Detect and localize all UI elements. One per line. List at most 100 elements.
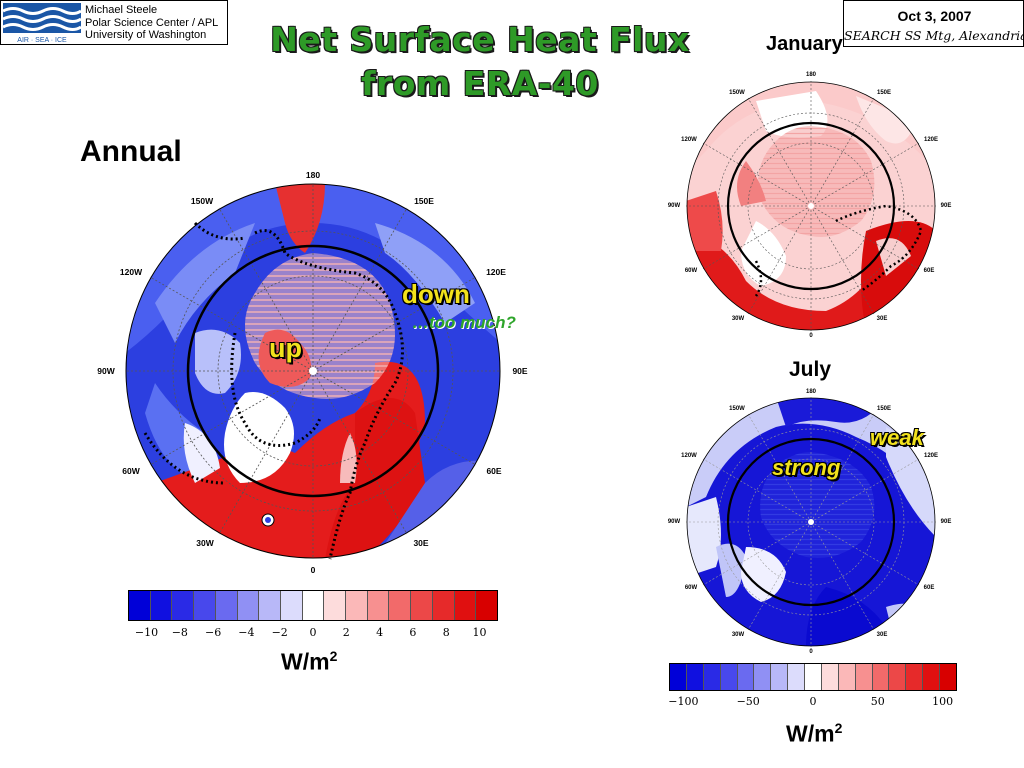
monthly-unit-exp: 2 bbox=[834, 720, 843, 736]
jan-lon-0: 0 bbox=[809, 333, 813, 339]
colorbar-tick-label: −8 bbox=[171, 626, 188, 639]
colorbar-swatch bbox=[821, 664, 839, 690]
colorbar-swatch bbox=[906, 664, 924, 690]
annual-label: Annual bbox=[80, 135, 182, 168]
colorbar-swatch bbox=[172, 591, 195, 620]
jan-lon-180: 180 bbox=[805, 72, 817, 78]
jul-lon-120e: 120E bbox=[923, 453, 939, 459]
annual-lon-90e: 90E bbox=[512, 366, 528, 376]
author-affiliation: Polar Science Center / APL bbox=[85, 16, 219, 29]
jan-lon-90w: 90W bbox=[667, 203, 681, 209]
colorbar-swatch bbox=[324, 591, 347, 620]
colorbar-tick-label: −100 bbox=[668, 695, 699, 708]
colorbar-tick-label: 0 bbox=[809, 695, 817, 708]
colorbar-swatch bbox=[389, 591, 412, 620]
colorbar-swatch bbox=[720, 664, 738, 690]
colorbar-swatch bbox=[855, 664, 873, 690]
jul-lon-60e: 60E bbox=[923, 585, 935, 591]
colorbar-tick-label: 100 bbox=[932, 695, 954, 708]
colorbar-swatch bbox=[432, 591, 455, 620]
jul-lon-30w: 30W bbox=[731, 632, 745, 638]
colorbar-swatch bbox=[367, 591, 390, 620]
jul-lon-90e: 90E bbox=[940, 519, 952, 525]
colorbar-swatch bbox=[215, 591, 238, 620]
colorbar-swatch bbox=[454, 591, 477, 620]
author-name: Michael Steele bbox=[85, 4, 158, 16]
colorbar-swatch bbox=[346, 591, 368, 620]
colorbar-tick-label: 4 bbox=[376, 626, 384, 639]
jul-lon-90w: 90W bbox=[667, 519, 681, 525]
jan-lon-120e: 120E bbox=[923, 137, 939, 143]
monthly-colorbar-ticks: −100 −50 0 50 100 bbox=[668, 695, 957, 709]
colorbar-swatch bbox=[788, 664, 805, 690]
annual-lon-120w: 120W bbox=[119, 267, 143, 277]
slide-title: Net Surface Heat Flux from ERA-40 bbox=[230, 18, 730, 106]
jan-lon-150e: 150E bbox=[876, 90, 892, 96]
colorbar-swatch bbox=[805, 664, 822, 690]
annual-colorbar-ticks: −10 −8 −6 −4 −2 0 2 4 6 8 10 bbox=[128, 626, 498, 640]
colorbar-swatch bbox=[302, 591, 325, 620]
jan-lon-60e: 60E bbox=[923, 268, 935, 274]
colorbar-swatch bbox=[838, 664, 856, 690]
january-polar-map bbox=[686, 81, 936, 331]
january-label: January bbox=[766, 33, 843, 55]
colorbar-swatch bbox=[737, 664, 755, 690]
colorbar-tick-label: 6 bbox=[409, 626, 417, 639]
annual-unit: W/m2 bbox=[281, 648, 337, 676]
colorbar-swatch bbox=[670, 664, 687, 690]
annual-lon-90w: 90W bbox=[97, 366, 115, 376]
jul-lon-150w: 150W bbox=[729, 406, 745, 412]
jan-lon-60w: 60W bbox=[684, 268, 698, 274]
colorbar-tick-label: −4 bbox=[238, 626, 255, 639]
colorbar-tick-label: 50 bbox=[870, 695, 885, 708]
jul-lon-180: 180 bbox=[805, 389, 817, 395]
author-university: University of Washington bbox=[85, 29, 207, 41]
colorbar-swatch bbox=[703, 664, 721, 690]
jul-lon-150e: 150E bbox=[876, 406, 892, 412]
jul-lon-60w: 60W bbox=[684, 585, 698, 591]
meeting-name: SEARCH SS Mtg, Alexandria, VA bbox=[844, 28, 1024, 43]
monthly-colorbar bbox=[669, 663, 957, 691]
jul-lon-0: 0 bbox=[809, 649, 813, 655]
annotation-down: down bbox=[402, 279, 470, 309]
colorbar-swatch bbox=[889, 664, 907, 690]
colorbar-swatch bbox=[150, 591, 173, 620]
colorbar-swatch bbox=[872, 664, 890, 690]
colorbar-swatch bbox=[686, 664, 704, 690]
colorbar-swatch bbox=[923, 664, 940, 690]
annotation-strong: strong bbox=[772, 455, 841, 480]
svg-text:AIR · SEA · ICE: AIR · SEA · ICE bbox=[17, 37, 67, 44]
colorbar-swatch bbox=[129, 591, 151, 620]
colorbar-swatch bbox=[280, 591, 303, 620]
annual-lon-120e: 120E bbox=[486, 267, 506, 277]
air-sea-ice-logo: AIR · SEA · ICE bbox=[3, 3, 81, 44]
title-line-1: Net Surface Heat Flux bbox=[270, 20, 690, 59]
colorbar-tick-label: 2 bbox=[342, 626, 350, 639]
jan-lon-120w: 120W bbox=[681, 137, 697, 143]
colorbar-tick-label: −10 bbox=[134, 626, 159, 639]
colorbar-swatch bbox=[754, 664, 772, 690]
annual-lon-0: 0 bbox=[310, 565, 316, 575]
colorbar-tick-label: −2 bbox=[271, 626, 288, 639]
colorbar-swatch bbox=[259, 591, 281, 620]
annual-lon-30e: 30E bbox=[413, 538, 429, 548]
colorbar-tick-label: −50 bbox=[736, 695, 760, 708]
date-meeting-box: Oct 3, 2007 SEARCH SS Mtg, Alexandria, V… bbox=[843, 0, 1024, 47]
annual-lon-60e: 60E bbox=[486, 466, 502, 476]
annual-lon-150e: 150E bbox=[414, 196, 434, 206]
annual-polar-map bbox=[125, 183, 501, 560]
logo-credit-box: AIR · SEA · ICE Michael Steele Polar Sci… bbox=[0, 0, 228, 45]
monthly-unit-text: W/m bbox=[786, 720, 835, 747]
annotation-up: up bbox=[269, 333, 302, 363]
colorbar-swatch bbox=[194, 591, 216, 620]
presentation-date: Oct 3, 2007 bbox=[897, 8, 972, 24]
jul-lon-30e: 30E bbox=[876, 632, 888, 638]
colorbar-swatch bbox=[476, 591, 497, 620]
colorbar-swatch bbox=[411, 591, 433, 620]
colorbar-swatch bbox=[771, 664, 789, 690]
title-line-2: from ERA-40 bbox=[361, 64, 599, 103]
annual-lon-30w: 30W bbox=[196, 538, 214, 548]
colorbar-tick-label: −6 bbox=[204, 626, 222, 639]
annual-colorbar bbox=[128, 590, 498, 621]
annual-lon-150w: 150W bbox=[190, 196, 214, 206]
